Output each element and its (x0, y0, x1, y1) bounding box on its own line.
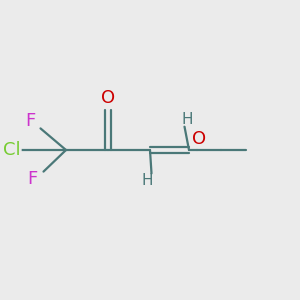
Text: H: H (182, 112, 193, 128)
Circle shape (192, 131, 207, 146)
Text: H: H (142, 173, 153, 188)
Text: O: O (192, 130, 207, 148)
Circle shape (142, 175, 153, 186)
Circle shape (26, 172, 39, 185)
Circle shape (23, 115, 37, 128)
Text: O: O (101, 89, 115, 107)
Text: F: F (25, 112, 35, 130)
Circle shape (182, 115, 193, 125)
Circle shape (100, 91, 116, 106)
Text: F: F (27, 169, 38, 188)
Circle shape (2, 140, 21, 160)
Text: Cl: Cl (3, 141, 20, 159)
